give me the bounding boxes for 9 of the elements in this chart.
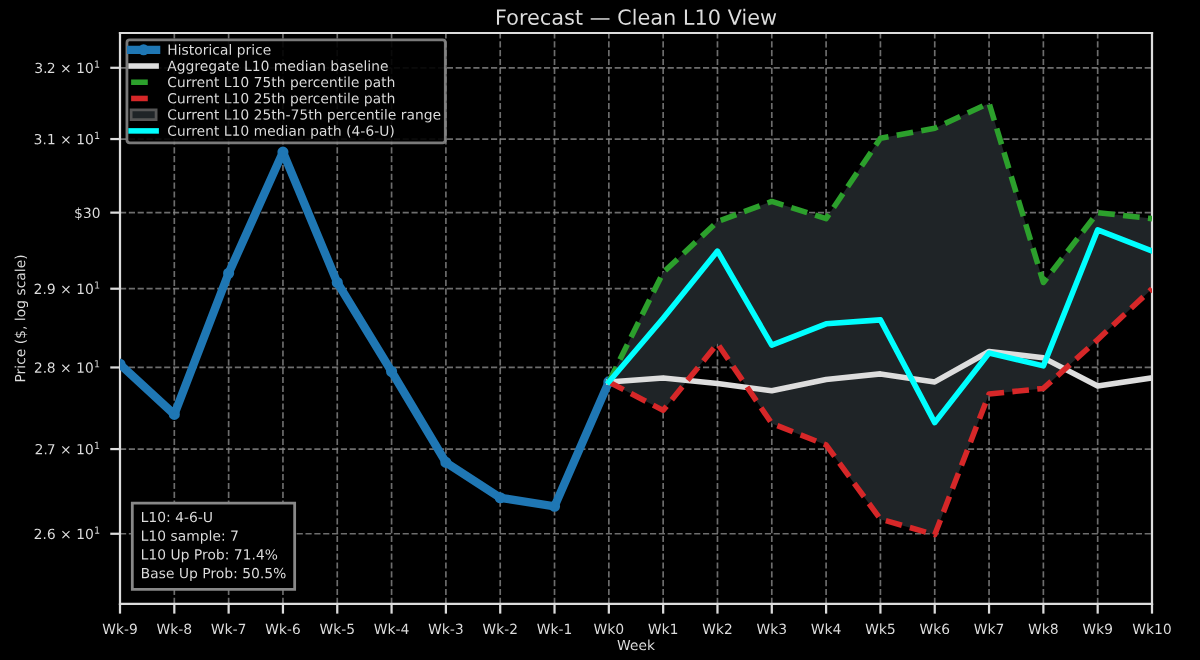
point — [331, 276, 343, 289]
point — [440, 456, 452, 468]
line-series — [606, 227, 1152, 426]
point — [494, 492, 506, 504]
point — [386, 365, 398, 378]
line-series — [606, 100, 1152, 385]
line-series — [606, 285, 1152, 538]
point — [223, 267, 235, 279]
chart-title: Forecast — Clean L10 View — [496, 8, 777, 25]
